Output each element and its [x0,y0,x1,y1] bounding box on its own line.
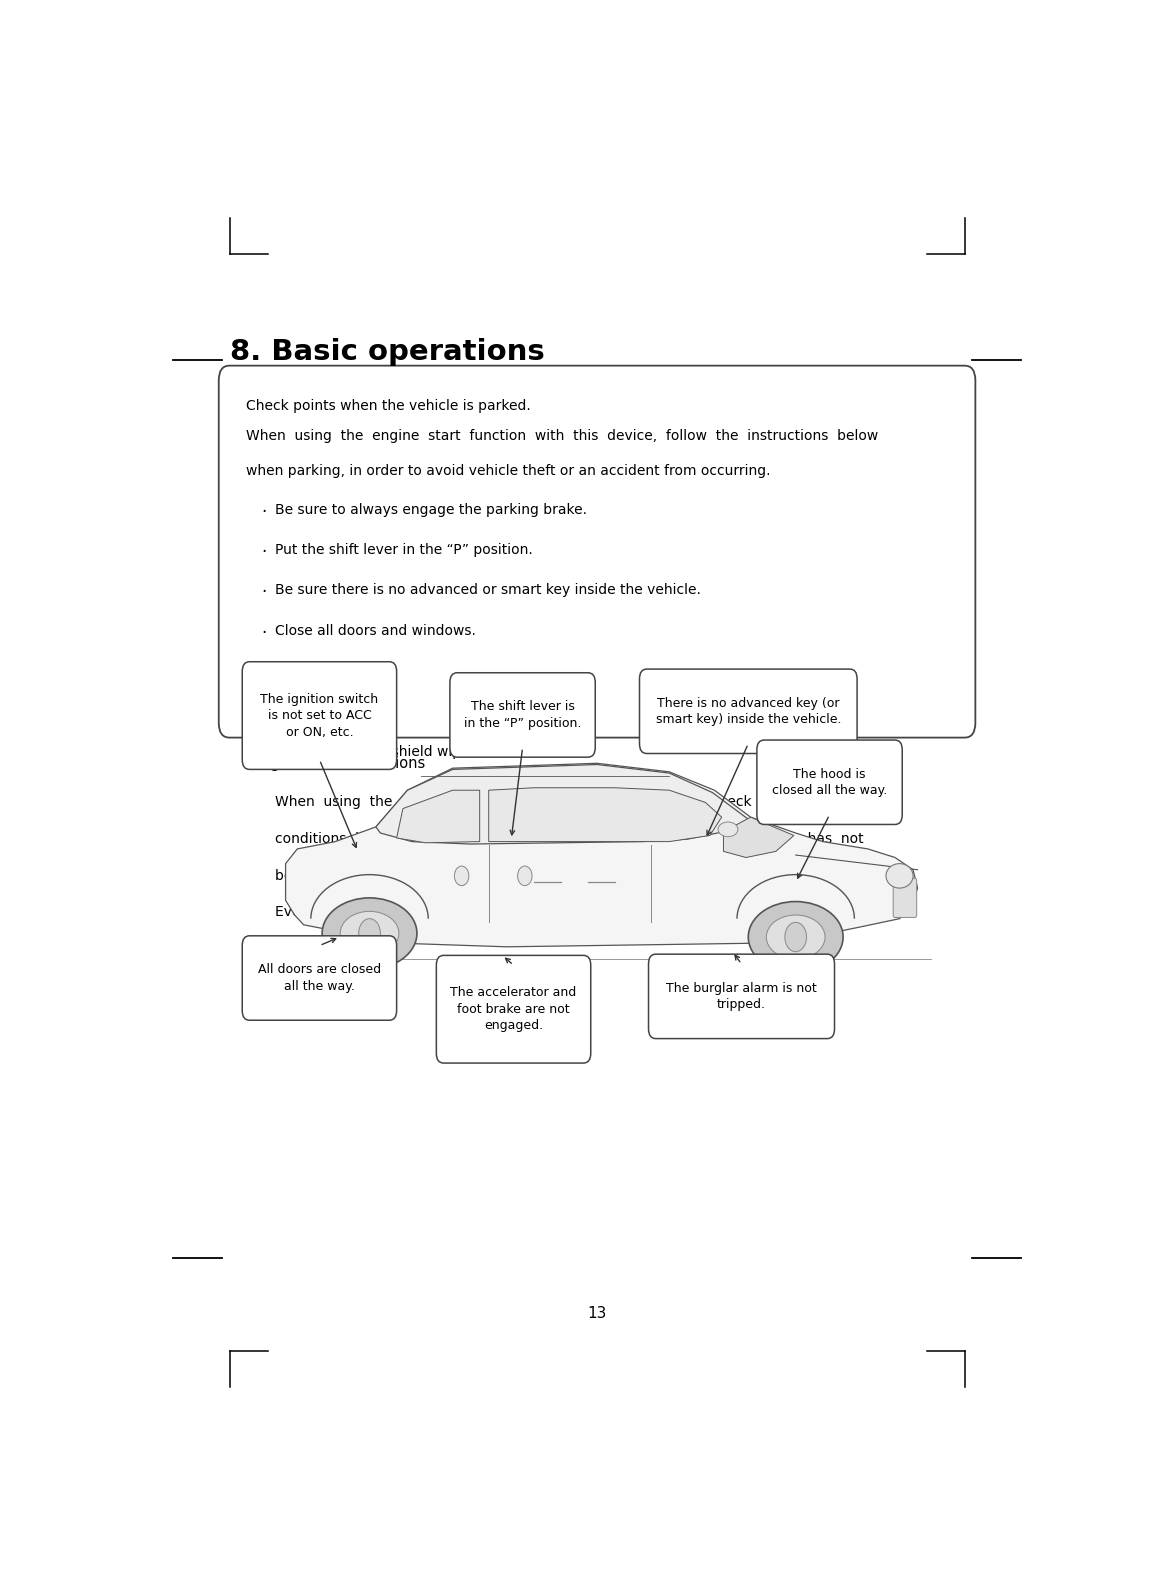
Text: ·: · [261,624,267,642]
FancyBboxPatch shape [437,955,591,1063]
Text: The shift lever is
in the “P” position.: The shift lever is in the “P” position. [464,701,581,729]
FancyBboxPatch shape [450,672,595,758]
FancyBboxPatch shape [219,365,975,737]
Ellipse shape [748,901,843,972]
Text: The hood is
closed all the way.: The hood is closed all the way. [772,767,888,798]
Ellipse shape [718,822,737,837]
Text: Be sure there is no advanced or smart key inside the vehicle.: Be sure there is no advanced or smart ke… [275,583,700,597]
Text: Engine Start Conditions: Engine Start Conditions [252,756,425,771]
Text: Close the hood.: Close the hood. [275,704,383,718]
PathPatch shape [285,763,918,947]
Ellipse shape [340,912,398,955]
Text: ·: · [261,502,267,521]
Text: Check points when the vehicle is parked.: Check points when the vehicle is parked. [246,399,530,413]
Text: been  satisfied,  the  device  will  interpret  this  as  a  hazard  and  will  : been satisfied, the device will interpre… [275,869,866,882]
Ellipse shape [323,898,417,969]
Text: Lock the doors.: Lock the doors. [275,664,381,679]
Text: When  using  the  engine  start  function  with  this  device,  follow  the  ins: When using the engine start function wit… [246,429,878,443]
Text: All doors are closed
all the way.: All doors are closed all the way. [257,963,381,993]
Text: Be sure to always engage the parking brake.: Be sure to always engage the parking bra… [275,502,587,516]
FancyBboxPatch shape [757,740,902,825]
PathPatch shape [396,790,480,842]
Text: The burglar alarm is not
tripped.: The burglar alarm is not tripped. [666,982,817,1011]
Text: conditions  listed  below  beforehand.  Even  if  just  one  of  the  conditions: conditions listed below beforehand. Even… [275,831,863,845]
Ellipse shape [885,863,913,888]
Circle shape [785,922,806,952]
Text: ·: · [261,583,267,601]
Text: 8. Basic operations: 8. Basic operations [230,337,544,365]
FancyBboxPatch shape [640,669,857,753]
Text: The accelerator and
foot brake are not
engaged.: The accelerator and foot brake are not e… [451,987,577,1033]
PathPatch shape [723,817,793,858]
Text: 13: 13 [587,1306,607,1322]
PathPatch shape [376,764,749,844]
Text: Turn off the windshield wipers.: Turn off the windshield wipers. [275,745,487,760]
FancyBboxPatch shape [242,936,396,1020]
Text: when parking, in order to avoid vehicle theft or an accident from occurring.: when parking, in order to avoid vehicle … [246,464,770,478]
FancyBboxPatch shape [242,661,396,769]
PathPatch shape [489,788,721,842]
Circle shape [517,866,532,885]
Text: When  using  the  Remote  Engine  Start,  be  sure  to  always  check  the  star: When using the Remote Engine Start, be s… [275,794,824,809]
Ellipse shape [767,915,825,960]
FancyBboxPatch shape [894,879,917,917]
Text: Put the shift lever in the “P” position.: Put the shift lever in the “P” position. [275,543,532,558]
FancyBboxPatch shape [649,953,834,1039]
Text: Even  if  the  user  tries  to  operate  the  remote  control,  the  engine  wil: Even if the user tries to operate the re… [275,906,870,918]
Text: Close all doors and windows.: Close all doors and windows. [275,624,475,637]
Text: The ignition switch
is not set to ACC
or ON, etc.: The ignition switch is not set to ACC or… [260,693,379,739]
Text: ·: · [261,745,267,763]
Text: ·: · [261,704,267,723]
Text: ·: · [261,664,267,682]
Text: There is no advanced key (or
smart key) inside the vehicle.: There is no advanced key (or smart key) … [656,696,841,726]
Circle shape [454,866,468,885]
Text: ·: · [261,543,267,561]
Circle shape [359,918,380,949]
